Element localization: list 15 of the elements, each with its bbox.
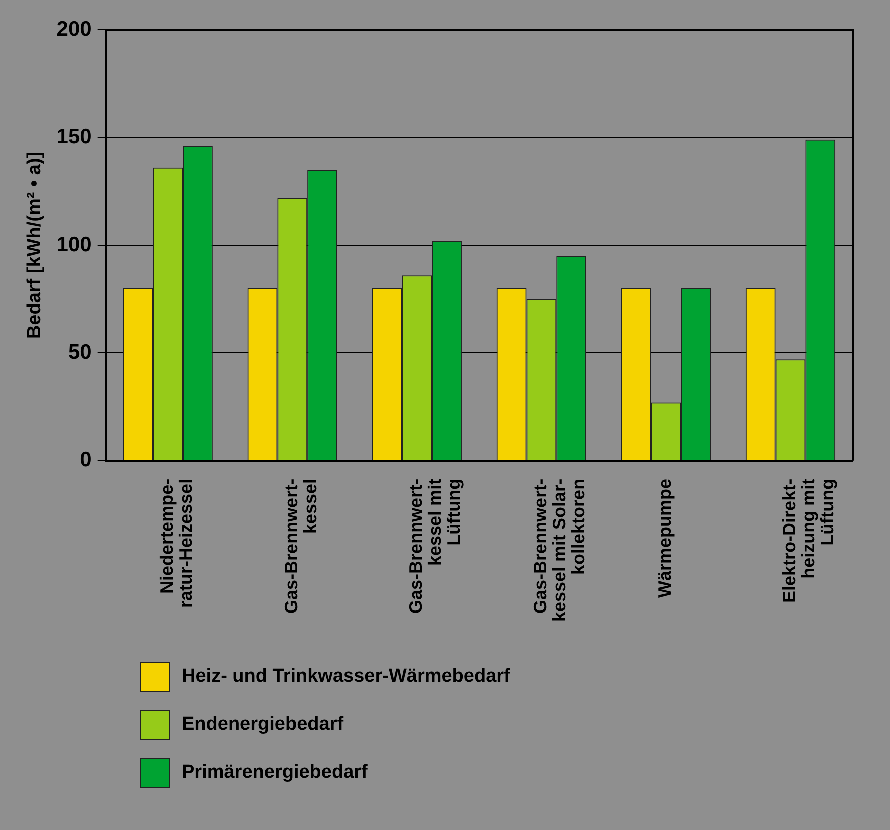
x-tick-label: Gas-Brennwert- kessel mit Lüftung <box>406 478 464 614</box>
y-tick-label: 100 <box>56 233 92 256</box>
y-tick-label: 0 <box>80 448 92 472</box>
x-tick-label: Gas-Brennwert- kessel mit Solar- kollektoren <box>530 478 588 622</box>
y-tick-label: 200 <box>56 18 92 41</box>
legend-label: Primärenergiebedarf <box>182 762 368 784</box>
legend-label: Heiz- und Trinkwasser-Wärmebedarf <box>182 666 510 688</box>
x-tick-label: Niedertempe- ratur-Heizessel <box>157 478 196 608</box>
x-tick-label: Gas-Brennwert- kessel <box>282 478 320 614</box>
x-tick-label: Wärmepumpe <box>655 478 676 598</box>
legend-label: Endenergiebedarf <box>182 714 344 736</box>
y-axis-title: Bedarf [kWh/(m² • a)] <box>24 152 46 340</box>
y-tick-label: 50 <box>68 340 92 364</box>
x-tick-label: Elektro-Direkt- heizung mit Lüftung <box>780 478 838 603</box>
y-tick-label: 150 <box>56 126 92 149</box>
